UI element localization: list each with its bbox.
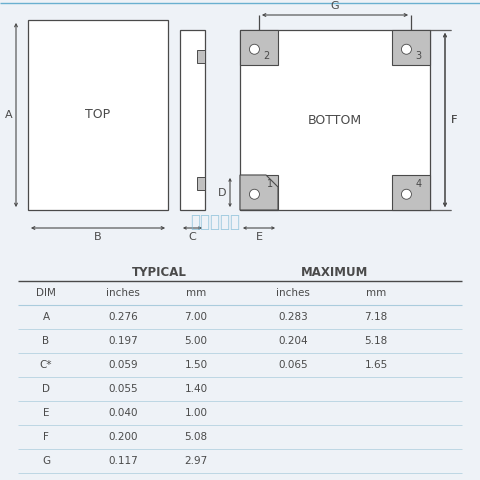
Text: TOP: TOP — [85, 108, 110, 121]
Text: inches: inches — [276, 288, 310, 298]
Text: 康华尔电子: 康华尔电子 — [190, 213, 240, 231]
Text: F: F — [451, 115, 457, 125]
Text: mm: mm — [186, 288, 206, 298]
Text: B: B — [42, 336, 49, 346]
Bar — [197, 50, 205, 63]
Text: mm: mm — [366, 288, 386, 298]
Text: 1.50: 1.50 — [184, 360, 207, 370]
Circle shape — [401, 189, 411, 199]
Circle shape — [401, 44, 411, 54]
Text: C: C — [189, 232, 196, 242]
Bar — [240, 175, 278, 210]
Text: 2.97: 2.97 — [184, 456, 208, 466]
Bar — [392, 30, 430, 65]
Text: TYPICAL: TYPICAL — [132, 265, 187, 278]
Circle shape — [250, 44, 259, 54]
Text: 0.059: 0.059 — [108, 360, 138, 370]
Text: 5.18: 5.18 — [364, 336, 388, 346]
Text: 4: 4 — [416, 179, 421, 189]
Text: BOTTOM: BOTTOM — [308, 113, 362, 127]
Text: 0.197: 0.197 — [108, 336, 138, 346]
Text: A: A — [42, 312, 49, 322]
Text: 1.40: 1.40 — [184, 384, 207, 394]
Circle shape — [250, 189, 259, 199]
Bar — [180, 30, 205, 210]
Text: DIM: DIM — [36, 288, 56, 298]
Text: 0.200: 0.200 — [108, 432, 138, 442]
Text: G: G — [331, 1, 339, 11]
Text: 0.283: 0.283 — [278, 312, 308, 322]
Polygon shape — [240, 175, 278, 210]
Text: F: F — [43, 432, 49, 442]
Text: A: A — [5, 110, 13, 120]
Text: 2: 2 — [264, 51, 270, 61]
Text: 7.18: 7.18 — [364, 312, 388, 322]
Text: 1: 1 — [267, 179, 274, 189]
Text: 0.055: 0.055 — [108, 384, 138, 394]
Text: E: E — [255, 232, 263, 242]
Text: G: G — [42, 456, 50, 466]
Text: 0.276: 0.276 — [108, 312, 138, 322]
Bar — [28, 20, 168, 210]
Text: B: B — [94, 232, 102, 242]
Text: F: F — [451, 115, 457, 125]
Text: 5.00: 5.00 — [184, 336, 207, 346]
Bar — [197, 177, 205, 190]
Bar — [240, 30, 278, 65]
Text: 1.65: 1.65 — [364, 360, 388, 370]
Text: 0.117: 0.117 — [108, 456, 138, 466]
Bar — [392, 175, 430, 210]
Text: 0.204: 0.204 — [278, 336, 308, 346]
Text: C*: C* — [40, 360, 52, 370]
Text: 7.00: 7.00 — [184, 312, 207, 322]
Text: D: D — [218, 188, 226, 197]
Text: inches: inches — [106, 288, 140, 298]
Bar — [240, 30, 430, 210]
Text: 1.00: 1.00 — [184, 408, 207, 418]
Text: E: E — [43, 408, 49, 418]
Text: 5.08: 5.08 — [184, 432, 207, 442]
Text: 3: 3 — [416, 51, 421, 61]
Text: MAXIMUM: MAXIMUM — [301, 265, 368, 278]
Text: D: D — [42, 384, 50, 394]
Text: 0.040: 0.040 — [108, 408, 138, 418]
Text: 0.065: 0.065 — [278, 360, 308, 370]
